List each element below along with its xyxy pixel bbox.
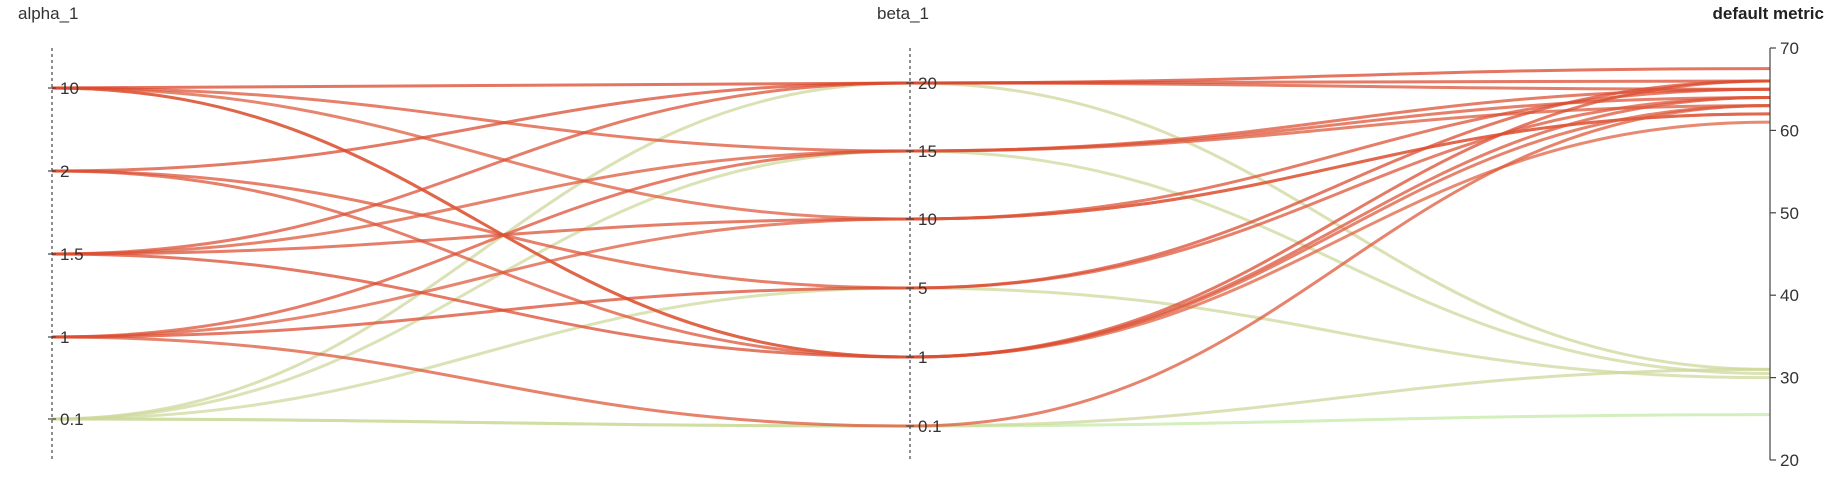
axes-layer: 10 2 1.5 1 0.1 20 15 10 5 1 0.1 70 60 50 40 30 20 [48,39,1799,470]
tick-label-metric: 30 [1780,369,1799,388]
tick-label-metric: 60 [1780,121,1799,140]
axis-title-default-metric: default metric [1712,4,1824,23]
trial-line-15[interactable] [51,104,1771,428]
tick-label-metric: 40 [1780,286,1799,305]
trial-line-1[interactable] [51,86,1771,153]
tick-label-alpha-1: 10 [60,79,79,98]
tick-label-alpha-1: 1 [60,328,69,347]
tick-label-beta-1: 15 [918,142,937,161]
trial-line-8[interactable] [51,81,1771,256]
tick-label-alpha-1: 2 [60,162,69,181]
tick-label-alpha-1: 1.5 [60,245,84,264]
tick-label-beta-1: 0.1 [918,417,942,436]
tick-label-metric: 70 [1780,39,1799,58]
trial-line-13[interactable] [51,79,1771,339]
tick-label-metric: 50 [1780,204,1799,223]
trial-line-12[interactable] [51,87,1771,339]
trial-line-6[interactable] [51,95,1771,290]
tick-label-beta-1: 20 [918,74,937,93]
axis-title-alpha-1: alpha_1 [18,4,79,23]
trial-line-5[interactable] [51,79,1771,173]
tick-label-beta-1: 10 [918,210,937,229]
trial-line-9[interactable] [51,104,1771,256]
tick-label-metric: 20 [1780,451,1799,470]
axis-title-beta-1: beta_1 [877,4,929,23]
tick-label-beta-1: 1 [918,348,927,367]
tick-label-alpha-1: 0.1 [60,410,84,429]
tick-label-beta-1: 5 [918,279,927,298]
polylines-layer [51,67,1771,428]
trial-line-0[interactable] [51,67,1771,90]
